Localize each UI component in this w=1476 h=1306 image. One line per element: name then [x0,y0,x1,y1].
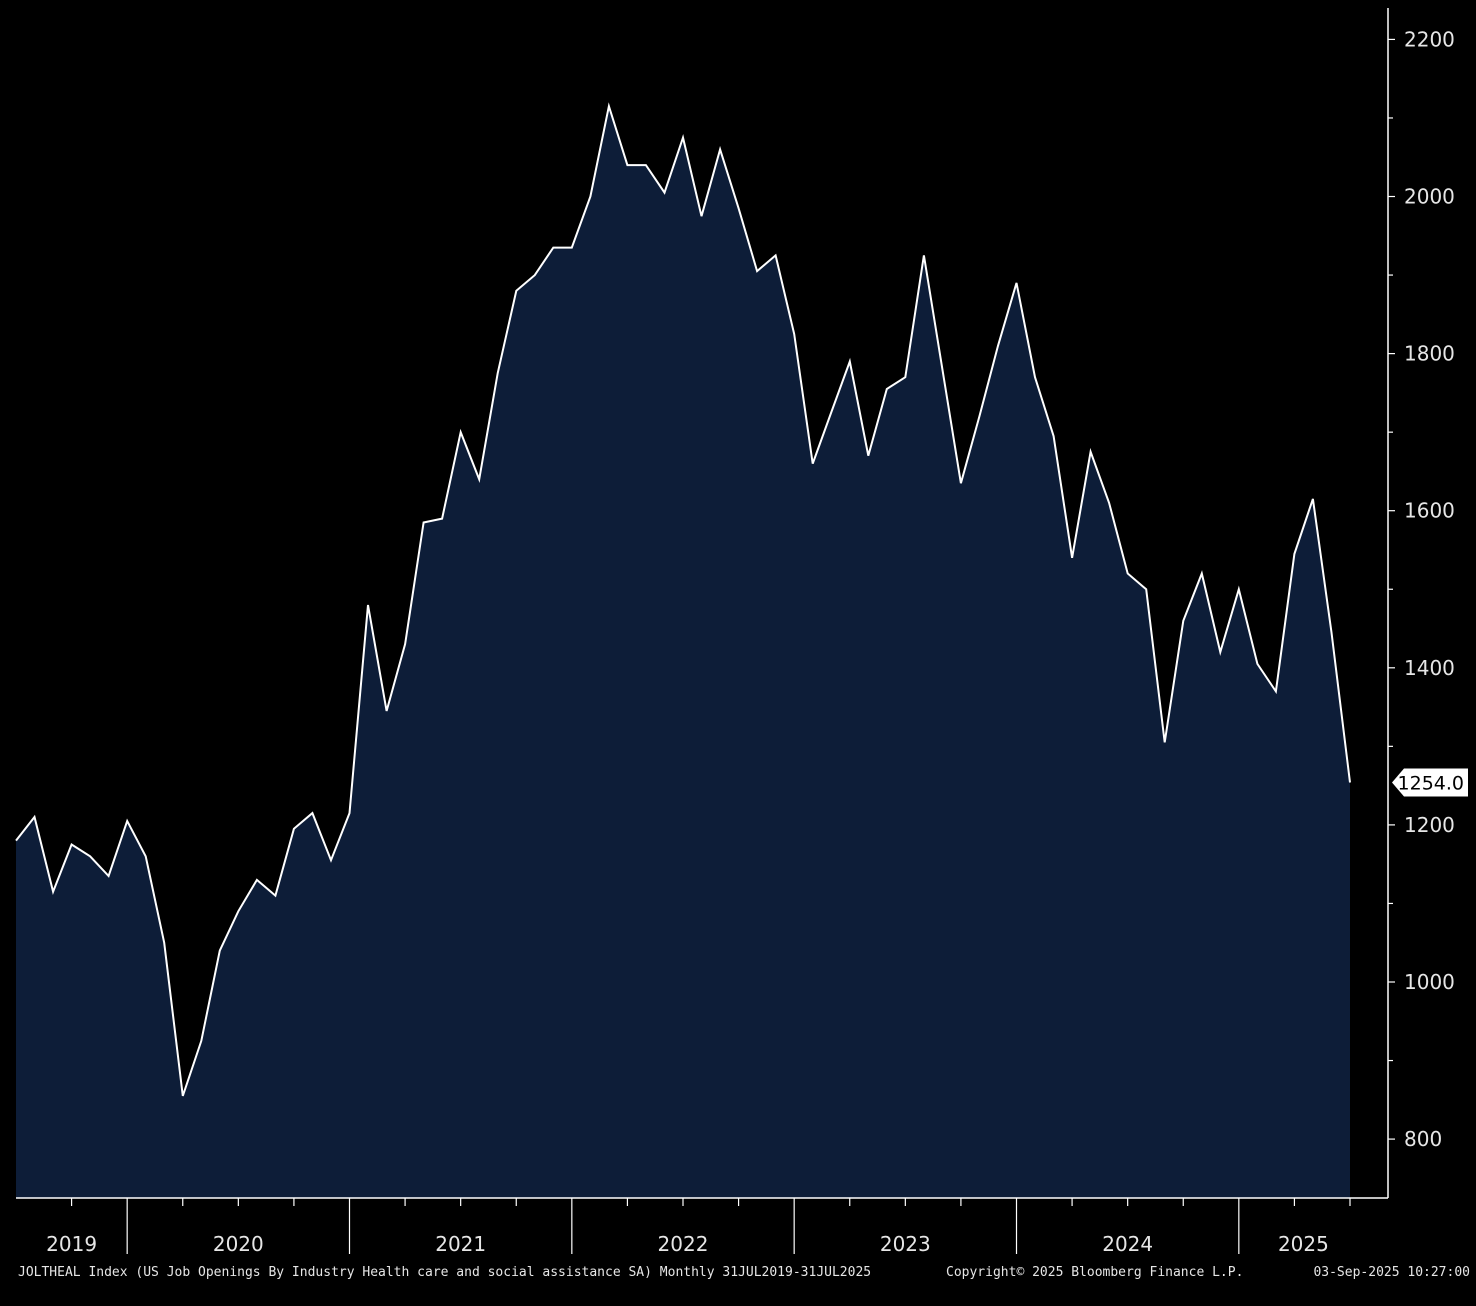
year-label: 2024 [1102,1232,1153,1256]
year-label: 2020 [213,1232,264,1256]
last-value-marker: 1254.0 [1392,768,1468,797]
footer: JOLTHEAL Index (US Job Openings By Indus… [18,1265,1470,1280]
footer-timestamp: 03-Sep-2025 10:27:00 [1313,1265,1470,1280]
y-tick-label: 1000 [1404,970,1455,994]
y-tick-label: 1600 [1404,499,1455,523]
y-tick-label: 800 [1404,1127,1442,1151]
axes: 800 1000 1200 1400 1600 1800 2000 2200 2019 2020 2… [16,8,1455,1256]
year-label: 2022 [658,1232,709,1256]
footer-description: JOLTHEAL Index (US Job Openings By Indus… [18,1265,871,1280]
y-tick-label: 2000 [1404,185,1455,209]
plot-area [15,102,1351,1199]
year-label: 2019 [46,1232,97,1256]
y-tick-label: 1200 [1404,813,1455,837]
series-area [16,106,1350,1199]
y-tick-label: 2200 [1404,27,1455,51]
y-tick-label: 1400 [1404,656,1455,680]
year-label: 2021 [435,1232,486,1256]
last-value-label: 1254.0 [1398,773,1464,795]
last-value-box [1392,768,1468,797]
year-label: 2025 [1278,1232,1329,1256]
series-line [15,102,1351,1097]
y-tick-label: 1800 [1404,342,1455,366]
year-label: 2023 [880,1232,931,1256]
footer-copyright: Copyright© 2025 Bloomberg Finance L.P. [946,1265,1243,1280]
